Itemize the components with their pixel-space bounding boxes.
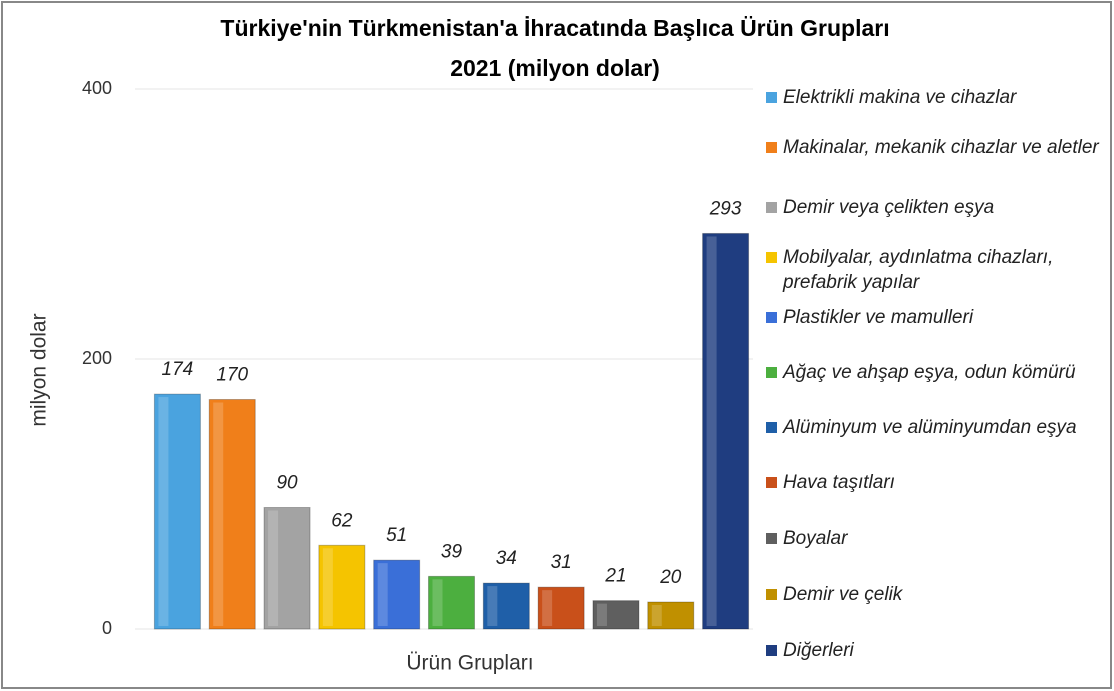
bar-highlight xyxy=(213,402,224,626)
legend-label: Hava taşıtları xyxy=(783,472,895,493)
bar-highlight xyxy=(377,563,388,626)
value-label: 34 xyxy=(496,548,517,569)
legend-swatch xyxy=(766,252,777,263)
value-label: 21 xyxy=(604,566,626,587)
legend-swatch xyxy=(766,312,777,323)
y-tick-label: 0 xyxy=(102,618,112,638)
legend-swatch xyxy=(766,422,777,433)
bar-highlight xyxy=(651,605,662,626)
bar xyxy=(373,559,421,630)
bar xyxy=(537,586,585,630)
chart-title: Türkiye'nin Türkmenistan'a İhracatında B… xyxy=(220,15,889,41)
legend-label: Demir veya çelikten eşya xyxy=(783,197,995,218)
legend-label: Ağaç ve ahşap eşya, odun kömürü xyxy=(783,362,1076,383)
chart-subtitle: 2021 (milyon dolar) xyxy=(450,55,660,81)
legend-item: Diğerleri xyxy=(766,638,1112,663)
value-label: 39 xyxy=(441,541,463,562)
legend-item: Ağaç ve ahşap eşya, odun kömürü xyxy=(766,360,1112,385)
bar xyxy=(318,544,366,630)
y-tick-label: 200 xyxy=(82,348,112,368)
legend-item: Mobilyalar, aydınlatma cihazları, prefab… xyxy=(766,245,1112,295)
y-axis-title: milyon dolar xyxy=(28,313,51,426)
legend-item: Makinalar, mekanik cihazlar ve aletler xyxy=(766,135,1112,160)
value-label: 31 xyxy=(551,552,572,573)
legend-label: Alüminyum ve alüminyumdan eşya xyxy=(783,417,1077,438)
legend-swatch xyxy=(766,589,777,600)
legend-swatch xyxy=(766,477,777,488)
bar xyxy=(592,600,640,630)
legend-item: Demir ve çelik xyxy=(766,582,1112,607)
legend-item: Demir veya çelikten eşya xyxy=(766,195,1112,220)
bar xyxy=(482,582,530,630)
legend-label: Boyalar xyxy=(783,528,848,549)
legend-item: Elektrikli makina ve cihazlar xyxy=(766,85,1112,110)
bar-highlight xyxy=(706,236,717,626)
legend-item: Alüminyum ve alüminyumdan eşya xyxy=(766,415,1112,440)
bar-highlight xyxy=(158,397,169,626)
value-label: 62 xyxy=(331,510,353,531)
legend-swatch xyxy=(766,367,777,378)
legend-swatch xyxy=(766,202,777,213)
bar xyxy=(647,601,695,630)
bar-highlight xyxy=(596,603,607,626)
bar-highlight xyxy=(432,579,443,626)
legend-label: Demir ve çelik xyxy=(783,584,903,605)
bar-highlight xyxy=(542,590,553,626)
bar xyxy=(153,393,201,630)
value-label: 174 xyxy=(162,359,194,380)
legend-label: Mobilyalar, aydınlatma cihazları, prefab… xyxy=(783,247,1054,293)
x-axis-title: Ürün Grupları xyxy=(406,652,533,675)
bar xyxy=(428,575,475,630)
bar-highlight xyxy=(268,510,279,626)
legend-label: Makinalar, mekanik cihazlar ve aletler xyxy=(783,137,1099,158)
bar xyxy=(208,399,256,630)
legend-item: Plastikler ve mamulleri xyxy=(766,305,1112,330)
bar xyxy=(702,232,750,630)
legend-label: Elektrikli makina ve cihazlar xyxy=(783,87,1017,108)
bar-highlight xyxy=(487,586,498,626)
value-label: 20 xyxy=(659,567,682,588)
legend-label: Plastikler ve mamulleri xyxy=(783,307,974,328)
value-label: 51 xyxy=(386,525,407,546)
legend-item: Boyalar xyxy=(766,526,1112,551)
value-label: 90 xyxy=(276,473,298,494)
legend-swatch xyxy=(766,533,777,544)
legend-swatch xyxy=(766,92,777,103)
value-label: 293 xyxy=(709,198,742,219)
value-label: 170 xyxy=(216,365,248,386)
legend-item: Hava taşıtları xyxy=(766,470,1112,495)
y-tick-label: 400 xyxy=(82,78,112,98)
legend-label: Diğerleri xyxy=(783,640,854,661)
bar xyxy=(263,507,311,630)
legend-swatch xyxy=(766,142,777,153)
bar-highlight xyxy=(322,548,333,626)
legend-swatch xyxy=(766,645,777,656)
